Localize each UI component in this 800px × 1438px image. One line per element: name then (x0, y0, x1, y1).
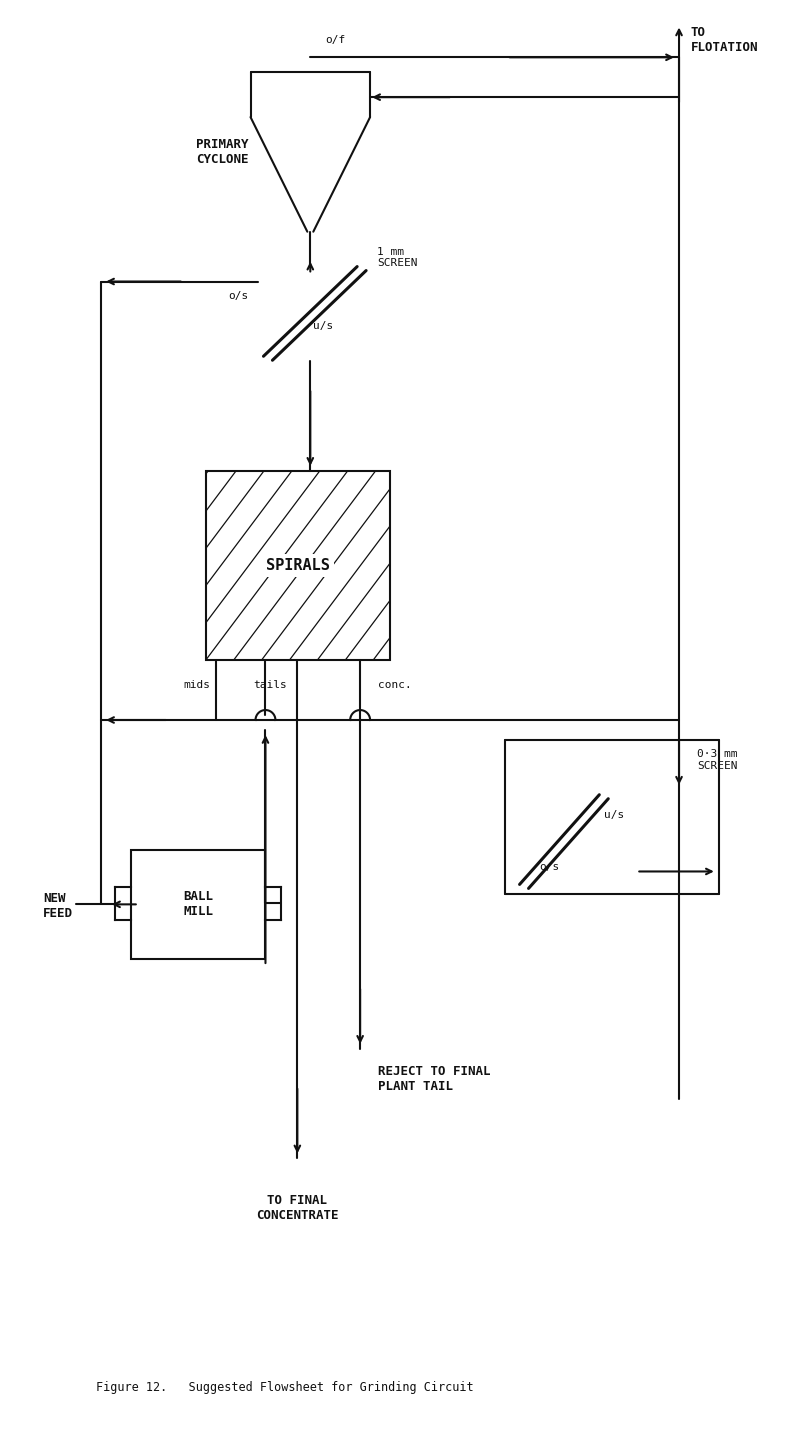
Text: SPIRALS: SPIRALS (266, 558, 330, 572)
Text: o/s: o/s (228, 292, 249, 302)
Text: TO FINAL
CONCENTRATE: TO FINAL CONCENTRATE (256, 1195, 338, 1222)
Text: o/s: o/s (539, 863, 560, 873)
Text: o/f: o/f (326, 36, 346, 46)
Text: 1 mm
SCREEN: 1 mm SCREEN (377, 247, 418, 269)
Text: mids: mids (184, 680, 210, 690)
Text: 0·3 mm
SCREEN: 0·3 mm SCREEN (697, 749, 738, 771)
Text: u/s: u/s (314, 321, 334, 331)
Text: NEW
FEED: NEW FEED (43, 893, 74, 920)
Text: u/s: u/s (604, 810, 625, 820)
Text: BALL
MILL: BALL MILL (183, 890, 214, 919)
Text: REJECT TO FINAL
PLANT TAIL: REJECT TO FINAL PLANT TAIL (378, 1064, 490, 1093)
Text: conc.: conc. (378, 680, 412, 690)
Bar (131, 850, 266, 959)
Text: Figure 12.   Suggested Flowsheet for Grinding Circuit: Figure 12. Suggested Flowsheet for Grind… (96, 1380, 474, 1395)
Text: PRIMARY
CYCLONE: PRIMARY CYCLONE (196, 138, 248, 165)
Text: TO
FLOTATION: TO FLOTATION (691, 26, 758, 55)
Text: tails: tails (254, 680, 287, 690)
Bar (206, 470, 390, 660)
